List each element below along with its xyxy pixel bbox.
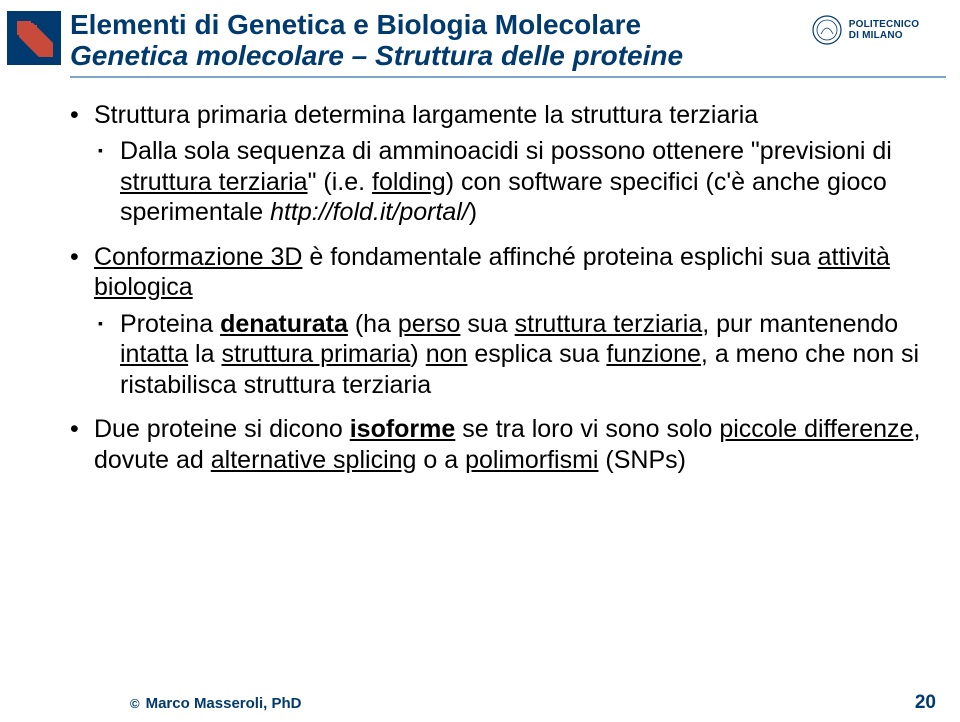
institution-text-2: DI MILANO bbox=[849, 30, 920, 41]
text-fragment: denaturata bbox=[220, 310, 348, 338]
bullet-list: Struttura primaria determina largamente … bbox=[70, 100, 940, 476]
text-fragment: non bbox=[426, 340, 468, 368]
text-fragment: Proteina bbox=[120, 310, 220, 338]
text-fragment: struttura terziaria bbox=[515, 310, 703, 338]
text-fragment: (ha bbox=[348, 310, 398, 338]
bullet-level1: Conformazione 3D è fondamentale affinché… bbox=[70, 242, 940, 401]
text-fragment: Dalla sola sequenza di amminoacidi si po… bbox=[120, 137, 892, 165]
copyright-symbol: © bbox=[130, 696, 140, 711]
text-fragment: Conformazione 3D bbox=[94, 243, 302, 271]
text-fragment: funzione bbox=[606, 340, 701, 368]
corner-arrow-icon bbox=[4, 8, 64, 68]
bullet-level1: Due proteine si dicono isoforme se tra l… bbox=[70, 414, 940, 475]
text-fragment: (SNPs) bbox=[598, 446, 686, 474]
text-fragment: , pur mantenendo bbox=[702, 310, 898, 338]
text-fragment: intatta bbox=[120, 340, 188, 368]
author-name: Marco Masseroli, PhD bbox=[146, 695, 302, 712]
page-number: 20 bbox=[915, 692, 936, 714]
text-fragment: se tra loro vi sono solo bbox=[455, 415, 719, 443]
bullet-sublist: Proteina denaturata (ha perso sua strutt… bbox=[94, 309, 940, 401]
text-fragment: o a bbox=[416, 446, 465, 474]
text-fragment: sua bbox=[460, 310, 514, 338]
footer: © Marco Masseroli, PhD 20 bbox=[0, 692, 960, 714]
text-fragment: http://fold.it/portal/ bbox=[270, 198, 469, 226]
bullet-level1: Struttura primaria determina largamente … bbox=[70, 100, 940, 228]
text-fragment: struttura terziaria bbox=[120, 168, 308, 196]
title-line-2: Genetica molecolare – Struttura delle pr… bbox=[70, 41, 780, 72]
text-fragment: isoforme bbox=[350, 415, 456, 443]
text-fragment: Due proteine si dicono bbox=[94, 415, 350, 443]
header: Elementi di Genetica e Biologia Molecola… bbox=[0, 0, 960, 72]
text-fragment: ) bbox=[410, 340, 425, 368]
text-fragment: piccole differenze bbox=[719, 415, 913, 443]
slide: Elementi di Genetica e Biologia Molecola… bbox=[0, 0, 960, 722]
title-block: Elementi di Genetica e Biologia Molecola… bbox=[64, 8, 780, 72]
title-line-1: Elementi di Genetica e Biologia Molecola… bbox=[70, 10, 780, 41]
footer-author: © Marco Masseroli, PhD bbox=[130, 695, 301, 712]
bullet-sublist: Dalla sola sequenza di amminoacidi si po… bbox=[94, 136, 940, 228]
text-fragment: esplica sua bbox=[467, 340, 606, 368]
text-fragment: struttura primaria bbox=[221, 340, 410, 368]
text-fragment: perso bbox=[398, 310, 461, 338]
bullet-level2: Dalla sola sequenza di amminoacidi si po… bbox=[94, 136, 940, 228]
institution-logo: POLITECNICO DI MILANO bbox=[780, 8, 960, 46]
text-fragment: folding bbox=[372, 168, 446, 196]
bullet-level2: Proteina denaturata (ha perso sua strutt… bbox=[94, 309, 940, 401]
text-fragment: alternative splicing bbox=[211, 446, 417, 474]
text-fragment: ) bbox=[469, 198, 477, 226]
text-fragment: è fondamentale affinché proteina esplich… bbox=[302, 243, 817, 271]
institution-text-1: POLITECNICO bbox=[849, 19, 920, 30]
text-fragment: Struttura primaria determina largamente … bbox=[94, 101, 758, 129]
text-fragment: la bbox=[188, 340, 221, 368]
polimi-crest-icon bbox=[811, 14, 843, 46]
text-fragment: " (i.e. bbox=[308, 168, 372, 196]
text-fragment: polimorfismi bbox=[465, 446, 598, 474]
content: Struttura primaria determina largamente … bbox=[0, 78, 960, 476]
